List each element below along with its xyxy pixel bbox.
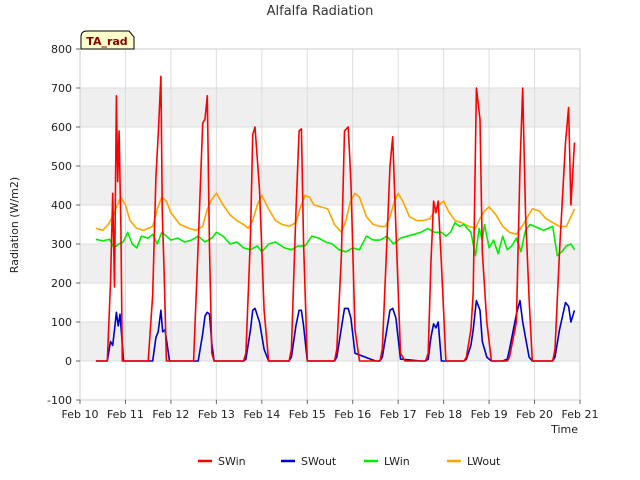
x-tick-label: Feb 17	[380, 408, 417, 421]
y-tick-label: 600	[51, 121, 72, 134]
y-tick-label: 400	[51, 199, 72, 212]
y-tick-label: 200	[51, 277, 72, 290]
series-line-lwin	[95, 221, 576, 257]
badge-box	[80, 30, 135, 50]
band	[80, 88, 580, 127]
x-tick-label: Feb 15	[289, 408, 326, 421]
y-tick-label: 700	[51, 82, 72, 95]
plot-bands	[80, 88, 580, 361]
y-axis-label: Radiation (W/m2)	[8, 177, 21, 273]
x-tick-label: Feb 13	[198, 408, 235, 421]
legend-label: SWin	[218, 455, 246, 468]
series-layer	[95, 75, 576, 362]
series-line-swin	[95, 75, 576, 362]
badge: TA_rad	[80, 30, 135, 50]
y-tick-label: 500	[51, 160, 72, 173]
legend-item-swout: SWout	[281, 455, 337, 468]
legend-item-lwout: LWout	[447, 455, 501, 468]
y-tick-label: -100	[47, 394, 72, 407]
y-tick-label: 300	[51, 238, 72, 251]
x-tick-label: Feb 20	[516, 408, 553, 421]
x-tick-label: Feb 16	[334, 408, 371, 421]
x-axis-label: Time	[550, 423, 578, 436]
y-axis: -100 0 100 200 300 400 500 600 700 800	[47, 43, 80, 407]
legend: SWin SWout LWin LWout	[198, 455, 501, 468]
x-tick-label: Feb 11	[107, 408, 144, 421]
y-tick-label: 100	[51, 316, 72, 329]
badge-label: TA_rad	[86, 35, 127, 48]
x-tick-label: Feb 19	[471, 408, 508, 421]
x-tick-label: Feb 10	[62, 408, 99, 421]
legend-label: LWout	[467, 455, 501, 468]
band	[80, 322, 580, 361]
band	[80, 244, 580, 283]
x-axis: Feb 10 Feb 11 Feb 12 Feb 13 Feb 14 Feb 15 Feb …	[62, 400, 599, 421]
x-tick-label: Feb 14	[243, 408, 280, 421]
x-tick-label: Feb 18	[425, 408, 462, 421]
y-tick-label: 0	[65, 355, 72, 368]
chart-title: Alfalfa Radiation	[267, 4, 374, 19]
x-tick-label: Feb 21	[562, 408, 599, 421]
x-tick-label: Feb 12	[152, 408, 189, 421]
y-tick-label: 800	[51, 43, 72, 56]
legend-label: SWout	[301, 455, 337, 468]
series-line-lwout	[95, 192, 576, 236]
legend-label: LWin	[384, 455, 410, 468]
legend-item-swin: SWin	[198, 455, 246, 468]
plot-frame	[79, 48, 581, 401]
legend-item-lwin: LWin	[364, 455, 410, 468]
